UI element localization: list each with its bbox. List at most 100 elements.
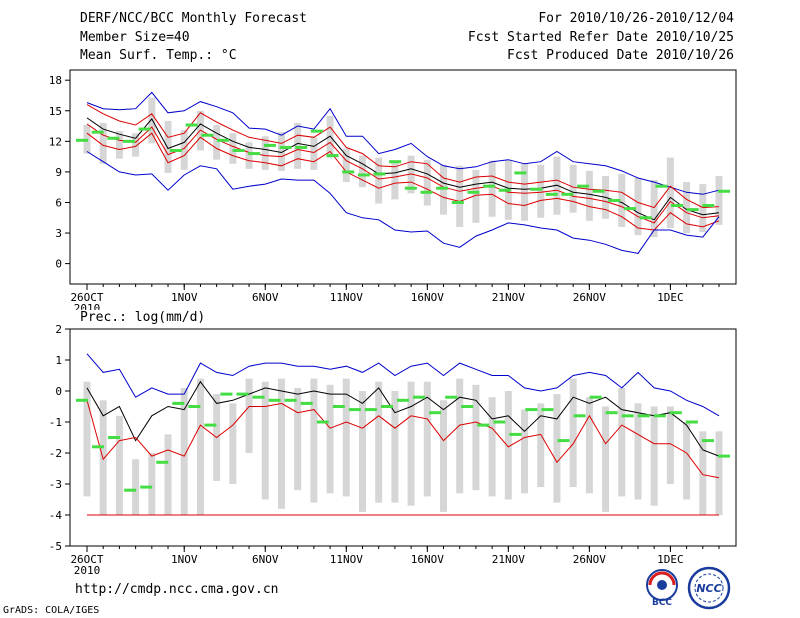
precip-observed-mark: [316, 420, 329, 424]
temp-x-tick-label: 1NOV: [171, 291, 198, 304]
precip-observed-mark: [573, 414, 586, 418]
temp-observed-mark: [295, 145, 308, 149]
temp-observed-mark: [436, 186, 449, 190]
temp-spread-bar: [229, 133, 237, 164]
temp-spread-bar: [569, 164, 577, 213]
precip-spread-bar: [407, 381, 415, 506]
temp-observed-mark: [561, 192, 574, 196]
temp-observed-mark: [514, 171, 527, 175]
precip-spread-bar: [423, 381, 431, 497]
temp-observed-mark: [655, 184, 668, 188]
precip-x-tick-label: 1DEC: [657, 553, 684, 566]
precip-spread-bar: [164, 434, 172, 515]
precip-x-tick-label: 16NOV: [411, 553, 444, 566]
precip-spread-bar: [521, 409, 529, 494]
precip-spread-bar: [342, 378, 350, 497]
temp-spread-bar: [245, 142, 253, 169]
temp-observed-mark: [91, 130, 104, 134]
temp-observed-mark: [624, 207, 637, 211]
temp-observed-mark: [483, 184, 496, 188]
precip-y-tick-label: -1: [49, 416, 62, 429]
temp-spread-bar: [132, 133, 140, 157]
temp-upper-line: [86, 104, 720, 209]
precip-mean-line: [86, 380, 720, 457]
precip-observed-mark: [380, 405, 393, 408]
precip-spread-bar: [618, 387, 626, 497]
temp-spread-bar: [164, 120, 172, 173]
precip-observed-mark: [493, 420, 506, 424]
precip-y-tick-label: 2: [55, 323, 62, 336]
temp-observed-mark: [122, 139, 135, 143]
temp-observed-mark: [373, 172, 386, 176]
temp-x-tick-label: 21NOV: [492, 291, 525, 304]
precip-observed-mark: [140, 485, 153, 489]
svg-text:BCC: BCC: [652, 598, 672, 608]
precip-observed-mark: [509, 432, 522, 436]
forecast-start-date: Fcst Started Refer Date 2010/10/25: [467, 30, 734, 45]
precip-x-tick-label: 6NOV: [252, 553, 279, 566]
precip-x-tick-label: 1NOV: [171, 553, 198, 566]
precip-spread-bar: [277, 378, 285, 509]
temp-spread-bar: [666, 157, 674, 228]
temp-y-tick-label: 3: [55, 227, 62, 240]
precip-max-line: [86, 353, 720, 417]
temp-observed-mark: [686, 208, 699, 212]
temp-x-tick-label: 6NOV: [252, 291, 279, 304]
precip-spread-bar: [553, 394, 561, 503]
precip-x-tick-label: 11NOV: [330, 553, 363, 566]
chart-title: DERF/NCC/BCC Monthly Forecast: [80, 11, 307, 26]
precip-spread-bar: [196, 378, 204, 515]
temp-spread-bar: [634, 178, 642, 236]
precip-y-tick-label: -5: [49, 540, 62, 553]
precip-spread-bar: [83, 381, 91, 497]
precip-observed-mark: [621, 414, 634, 418]
precip-observed-mark: [557, 439, 570, 443]
temp-observed-mark: [232, 149, 245, 153]
temp-spread-bar: [650, 180, 658, 238]
temp-observed-mark: [357, 173, 370, 177]
precip-spread-bar: [310, 378, 318, 503]
temp-observed-mark: [107, 136, 120, 140]
temp-observed-mark: [608, 198, 621, 202]
temp-x-tick-label: 1DEC: [657, 291, 684, 304]
temp-min-line: [86, 151, 720, 254]
precip-spread-bar: [666, 406, 674, 484]
precip-observed-mark: [477, 423, 490, 427]
precip-x-tick-label: 26NOV: [573, 553, 606, 566]
precip-spread-bar: [569, 378, 577, 488]
temp-x-tick-label: 16NOV: [411, 291, 444, 304]
precip-spread-bar: [602, 406, 610, 512]
temp-observed-mark: [671, 204, 684, 208]
precip-y-tick-label: 0: [55, 385, 62, 398]
precip-observed-mark: [364, 408, 377, 412]
temp-y-tick-label: 15: [49, 105, 62, 118]
temp-median-line: [86, 123, 720, 224]
temp-observed-mark: [248, 152, 261, 156]
precip-observed-mark: [397, 398, 409, 402]
temp-observed-mark: [169, 149, 182, 153]
temp-spread-bar: [440, 164, 448, 215]
temp-observed-mark: [577, 184, 590, 188]
precip-spread-bar: [585, 397, 593, 494]
temp-observed-mark: [216, 138, 229, 142]
temp-observed-mark: [639, 216, 652, 220]
grads-credit: GrADS: COLA/IGES: [3, 605, 100, 616]
precip-spread-bar: [683, 422, 691, 500]
variable-label: Mean Surf. Temp.: °C: [80, 48, 237, 63]
temp-observed-mark: [279, 145, 292, 149]
temp-spread-bar: [261, 136, 269, 170]
temp-observed-mark: [545, 192, 558, 196]
temp-observed-mark: [201, 133, 214, 137]
precip-observed-mark: [284, 398, 297, 402]
temp-observed-mark: [326, 154, 339, 158]
temp-plot-frame: [69, 69, 737, 285]
precip-observed-mark: [445, 395, 458, 399]
precip-spread-bar: [229, 403, 237, 484]
forecast-period: For 2010/10/26-2010/12/04: [538, 11, 734, 26]
temp-spread-bar: [277, 132, 285, 171]
temp-y-tick-label: 0: [55, 258, 62, 271]
source-url[interactable]: http://cmdp.ncc.cma.gov.cn: [75, 582, 279, 597]
temp-lower-line: [86, 132, 720, 231]
precip-spread-bar: [148, 453, 156, 515]
precip-axis-title: Prec.: log(mm/d): [80, 310, 206, 325]
